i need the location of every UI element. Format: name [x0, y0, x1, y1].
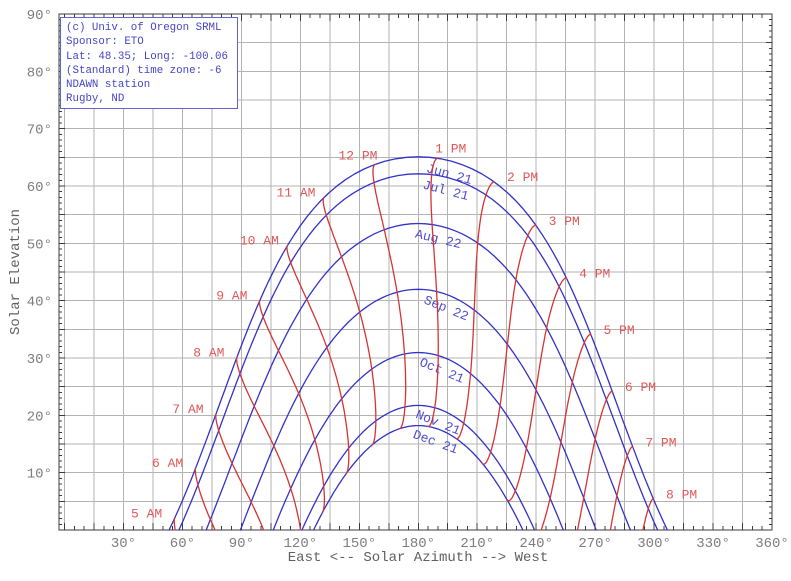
legend-line: NDAWN station [66, 79, 151, 92]
hour-curve [235, 356, 302, 531]
legend-line: Rugby, ND [66, 93, 125, 106]
x-axis-title: East <-- Solar Azimuth --> West [287, 550, 549, 566]
hour-curve-label: 7 PM [645, 435, 676, 450]
hour-curve-label: 11 AM [276, 186, 315, 201]
hour-curve [455, 181, 496, 440]
legend-line: (Standard) time zone: -6 [66, 64, 222, 77]
hour-curve [506, 277, 568, 502]
hour-curve-label: 8 PM [666, 487, 697, 502]
hour-curve [576, 390, 614, 531]
hour-curve [215, 413, 265, 531]
hour-curve [258, 299, 326, 513]
hour-curve-label: 10 AM [240, 234, 279, 249]
hour-curve [481, 224, 537, 465]
x-tick-label: 180° [401, 536, 435, 552]
hour-curve-label: 5 AM [131, 506, 162, 521]
legend-line: (c) Univ. of Oregon SRML [66, 22, 222, 34]
hour-curve-label: 6 AM [152, 456, 183, 471]
legend-line: Lat: 48.35; Long: -100.06 [66, 50, 228, 63]
x-tick-label: 30° [111, 536, 136, 552]
x-tick-label: 120° [284, 536, 318, 552]
date-curve [272, 351, 564, 531]
x-tick-label: 300° [637, 536, 671, 552]
hour-curve [322, 196, 377, 446]
y-tick-label: 80° [27, 65, 52, 81]
x-tick-label: 90° [229, 536, 254, 552]
hour-curve-label: 12 PM [338, 148, 377, 163]
date-curve [312, 424, 524, 531]
y-tick-label: 60° [27, 180, 52, 196]
hour-curve-label: 7 AM [172, 402, 203, 417]
x-tick-label: 240° [519, 536, 553, 552]
date-curve [205, 222, 632, 531]
hour-curve [427, 157, 439, 428]
hour-curve-label: 4 PM [579, 267, 610, 282]
x-tick-label: 210° [460, 536, 494, 552]
date-curve [239, 288, 597, 531]
hour-curve [372, 163, 407, 430]
hour-curve [286, 245, 350, 474]
y-tick-label: 30° [27, 352, 52, 368]
y-tick-label: 10° [27, 467, 52, 483]
x-tick-label: 270° [578, 536, 612, 552]
hour-curve-label: 9 AM [216, 288, 247, 303]
hour-curve-label: 8 AM [193, 345, 224, 360]
x-tick-label: 150° [342, 536, 376, 552]
hour-curve [642, 498, 655, 531]
y-tick-label: 20° [27, 409, 52, 425]
y-tick-label: 90° [27, 8, 52, 24]
hour-curve-label: 3 PM [549, 214, 580, 229]
hour-curve-label: 6 PM [625, 380, 656, 395]
y-tick-label: 50° [27, 237, 52, 253]
hour-curve-label: 2 PM [507, 170, 538, 185]
legend-box: (c) Univ. of Oregon SRML Sponsor: ETO Lat:… [60, 17, 238, 109]
x-tick-label: 360° [755, 536, 789, 552]
hour-curve [609, 446, 634, 531]
y-axis-title: Solar Elevation [8, 208, 24, 336]
date-curve [301, 404, 536, 531]
date-curve [178, 173, 659, 531]
hour-curve [540, 333, 592, 531]
hour-curve [194, 467, 216, 531]
legend-line: Sponsor: ETO [66, 36, 144, 49]
hour-curve-label: 5 PM [603, 323, 634, 338]
y-tick-label: 70° [27, 123, 52, 139]
hour-curve [173, 517, 176, 531]
hour-curve-label: 1 PM [435, 141, 466, 156]
y-tick-label: 40° [27, 295, 52, 311]
x-tick-label: 60° [170, 536, 195, 552]
x-tick-label: 330° [696, 536, 730, 552]
